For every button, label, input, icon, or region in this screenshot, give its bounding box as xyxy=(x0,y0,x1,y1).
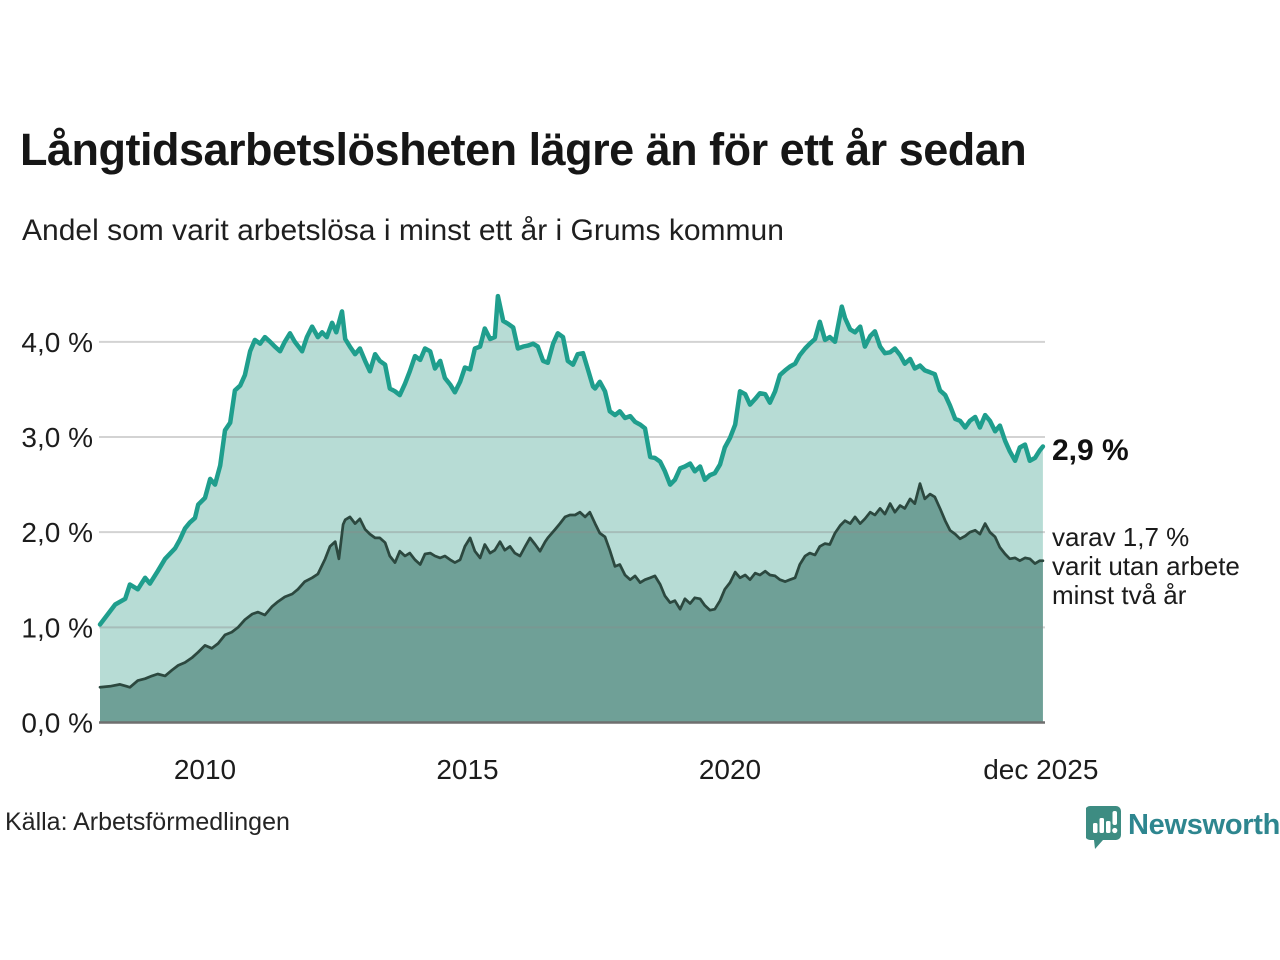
source-credit: Källa: Arbetsförmedlingen xyxy=(5,808,290,836)
series1-end-value-label: 2,9 % xyxy=(1052,434,1129,467)
y-tick-label-2: 2,0 % xyxy=(21,517,93,548)
chart-subtitle: Andel som varit arbetslösa i minst ett å… xyxy=(22,214,784,247)
x-tick-label-dec-2025: dec 2025 xyxy=(983,754,1098,785)
x-tick-label-2010: 2010 xyxy=(174,754,236,785)
series2-annotation-line1: varav 1,7 % xyxy=(1052,522,1190,552)
logo-exclamation-dot xyxy=(1112,827,1118,834)
series2-line xyxy=(98,482,1045,689)
y-tick-label-0: 0,0 % xyxy=(21,708,93,739)
series1-line xyxy=(97,293,1046,627)
y-tick-label-1: 1,0 % xyxy=(21,612,93,643)
series2-annotation: varav 1,7 % varit utan arbete minst två … xyxy=(1052,523,1240,610)
logo-bar-2 xyxy=(1099,818,1104,833)
newsworthy-branding: Newsworthy xyxy=(1086,804,1280,852)
brand-wordmark: Newsworthy xyxy=(1128,809,1280,841)
series2-annotation-line2: varit utan arbete xyxy=(1052,551,1240,581)
series2-annotation-line3: minst två år xyxy=(1052,580,1187,610)
logo-exclamation-bar xyxy=(1112,811,1117,825)
logo-bar-3 xyxy=(1106,821,1111,833)
y-tick-label-4: 4,0 % xyxy=(21,327,93,358)
y-tick-label-3: 3,0 % xyxy=(21,422,93,453)
x-tick-label-2015: 2015 xyxy=(436,754,498,785)
x-tick-label-2020: 2020 xyxy=(699,754,761,785)
series2-area-fill xyxy=(100,483,1043,723)
newsworthy-logo-icon xyxy=(1086,806,1121,849)
page-title: Långtidsarbetslösheten lägre än för ett … xyxy=(20,124,1027,175)
logo-bar-1 xyxy=(1093,823,1098,833)
